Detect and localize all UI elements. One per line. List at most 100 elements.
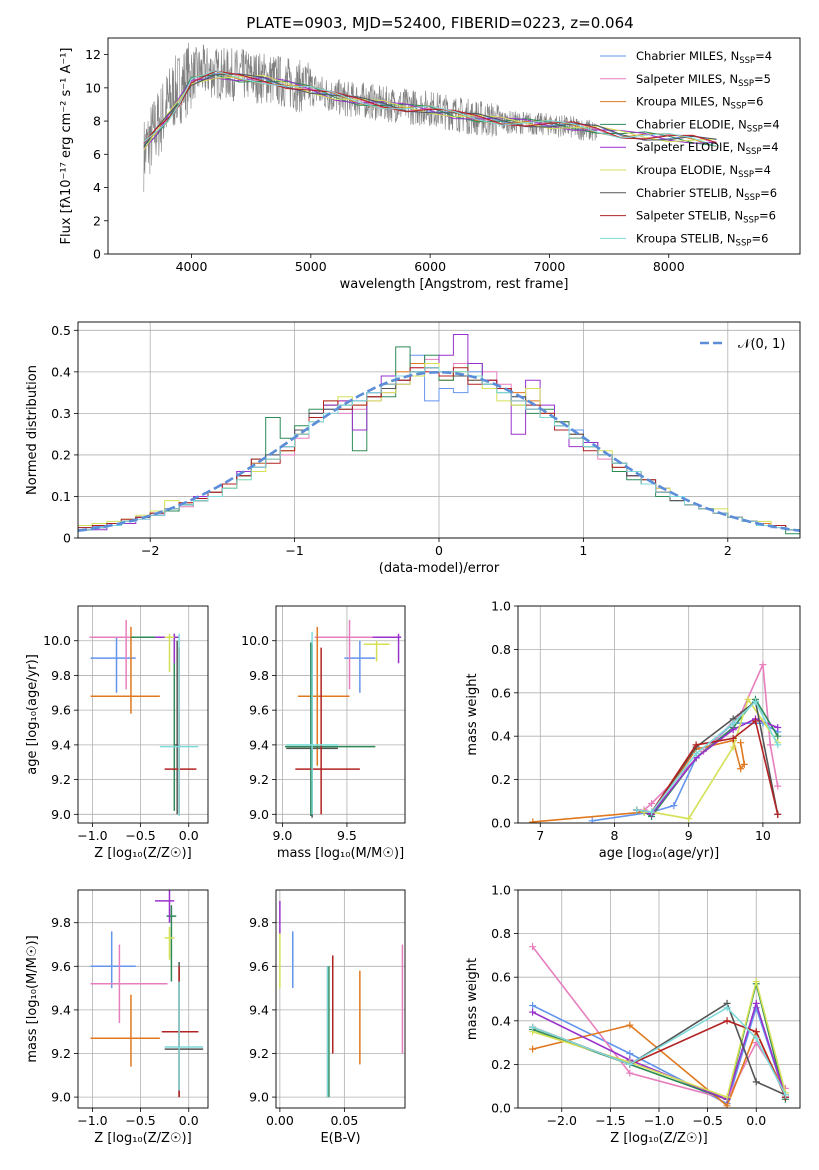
spectrum-model-line: [143, 70, 717, 147]
y-axis-label: mass weight: [465, 673, 480, 755]
plot-area: [89, 619, 199, 817]
weight-marker: [729, 719, 737, 727]
y-tick-label: 0.4: [491, 1013, 511, 1028]
x-tick-label: −0.5: [692, 1113, 722, 1128]
weight-marker: [774, 732, 782, 740]
axes-frame: [275, 889, 406, 1109]
figure-title: PLATE=0903, MJD=52400, FIBERID=0223, z=0…: [246, 14, 633, 32]
weight-marker: [723, 1017, 731, 1025]
x-tick-label: −1.0: [77, 828, 107, 843]
weight-marker: [751, 697, 759, 705]
x-tick-label: −1.0: [77, 1113, 107, 1128]
weight-marker: [759, 661, 767, 669]
weight-marker: [588, 817, 596, 823]
weight-marker: [626, 1069, 634, 1077]
y-tick-label: 9.0: [249, 1090, 269, 1105]
y-tick-label: 0.8: [491, 642, 511, 657]
residuals-panel: −2 −1 0 1 2 0 0.1 0.2 0.3 0.4 0.5 (data-model)/erro…: [25, 321, 801, 576]
plot-area: [285, 619, 402, 818]
y-tick-label: 0.8: [491, 926, 511, 941]
axes-frame: [517, 605, 801, 824]
age-vs-mass-panel: 9.0 9.5 9.0 9.2 9.4 9.6 9.8 10.0 mass [log₁₀(M/M…: [241, 605, 406, 861]
x-tick-label: 4000: [176, 259, 208, 274]
y-tick-label: 12: [85, 47, 101, 62]
y-axis-label: Flux [fλ10⁻¹⁷ erg cm⁻² s⁻¹ A⁻¹]: [59, 48, 74, 245]
plot-area: [529, 661, 782, 823]
weight-marker: [692, 741, 700, 749]
y-tick-label: 1.0: [491, 883, 511, 898]
weight-marker: [744, 695, 752, 703]
y-tick-label: 9.8: [51, 915, 71, 930]
y-tick-label: 6: [93, 147, 101, 162]
y-axis-label: Normed distribution: [25, 365, 40, 495]
y-tick-label: 9.8: [51, 668, 71, 683]
weight-marker: [729, 743, 737, 751]
x-tick-label: 0.0: [179, 1113, 199, 1128]
x-tick-label: −1.5: [595, 1113, 625, 1128]
y-tick-label: 9.4: [51, 737, 71, 752]
y-tick-label: 0.2: [491, 772, 511, 787]
y-axis-label: mass weight: [465, 958, 480, 1040]
legend-label: Chabrier STELIB, NSSP=6: [636, 186, 777, 203]
y-tick-label: 9.4: [249, 737, 269, 752]
x-tick-label: 7: [536, 828, 544, 843]
weight-marker: [737, 739, 745, 747]
axes-frame: [77, 605, 209, 824]
x-tick-label: 0: [435, 543, 443, 558]
y-tick-label: 1.0: [491, 599, 511, 614]
y-tick-label: 9.0: [249, 807, 269, 822]
weight-marker: [529, 1045, 537, 1053]
y-tick-label: 9.6: [51, 959, 71, 974]
weight-marker: [529, 818, 537, 823]
plot-area: [78, 334, 800, 538]
y-tick-label: 0.6: [491, 970, 511, 985]
weight-marker: [752, 1034, 760, 1042]
mass-vs-ebv-panel: 0.00 0.05 9.0 9.2 9.4 9.6 9.8 E(B-V): [249, 889, 406, 1146]
weight-line: [636, 700, 779, 813]
x-tick-label: 8000: [653, 259, 685, 274]
x-tick-label: 9.5: [337, 828, 357, 843]
weight-marker: [529, 943, 537, 951]
x-axis-label: Z [log₁₀(Z/Z☉)]: [610, 1131, 707, 1146]
y-tick-label: 10: [85, 80, 101, 95]
legend-label: Salpeter MILES, NSSP=5: [636, 72, 771, 89]
weight-line: [636, 717, 778, 816]
y-tick-label: 9.2: [51, 772, 71, 787]
y-tick-label: 9.8: [249, 915, 269, 930]
weight-marker: [774, 724, 782, 732]
x-tick-label: 5000: [295, 259, 327, 274]
x-axis-label: Z [log₁₀(Z/Z☉)]: [94, 846, 191, 861]
y-tick-label: 0.3: [51, 406, 71, 421]
y-tick-label: 9.8: [249, 668, 269, 683]
y-tick-label: 9.0: [51, 807, 71, 822]
weight-marker: [774, 810, 782, 818]
weight-marker: [752, 1028, 760, 1036]
weight-marker: [723, 1093, 731, 1101]
y-tick-label: 8: [93, 114, 101, 129]
weight-marker: [774, 741, 782, 749]
weight-marker: [685, 815, 693, 823]
weight-marker: [729, 726, 737, 734]
y-tick-label: 0.2: [491, 1057, 511, 1072]
legend-label: Kroupa ELODIE, NSSP=4: [636, 163, 771, 180]
axes-frame: [107, 37, 801, 255]
y-tick-label: 0.6: [491, 685, 511, 700]
x-tick-label: 0.0: [179, 828, 199, 843]
x-tick-label: −2: [141, 543, 159, 558]
legend-label: Kroupa STELIB, NSSP=6: [636, 231, 768, 248]
y-tick-label: 9.6: [51, 703, 71, 718]
mass-vs-metallicity-panel: −1.0 −0.5 0.0 9.0 9.2 9.4 9.6 9.8 Z [log₁₀(Z/Z☉)…: [25, 889, 209, 1146]
y-axis-label: mass [log₁₀(M/M☉)]: [25, 935, 40, 1062]
weight-marker: [766, 741, 774, 749]
weight-marker: [781, 1091, 789, 1099]
spectrum-model-line: [143, 73, 717, 148]
y-tick-label: 0.4: [51, 364, 71, 379]
x-tick-label: 10: [755, 828, 771, 843]
weight-line: [643, 661, 779, 811]
weight-marker: [626, 1050, 634, 1057]
weight-marker: [648, 799, 656, 807]
x-tick-label: 0.00: [266, 1113, 294, 1128]
weight-marker: [529, 1008, 537, 1016]
weight-marker: [723, 1102, 731, 1108]
